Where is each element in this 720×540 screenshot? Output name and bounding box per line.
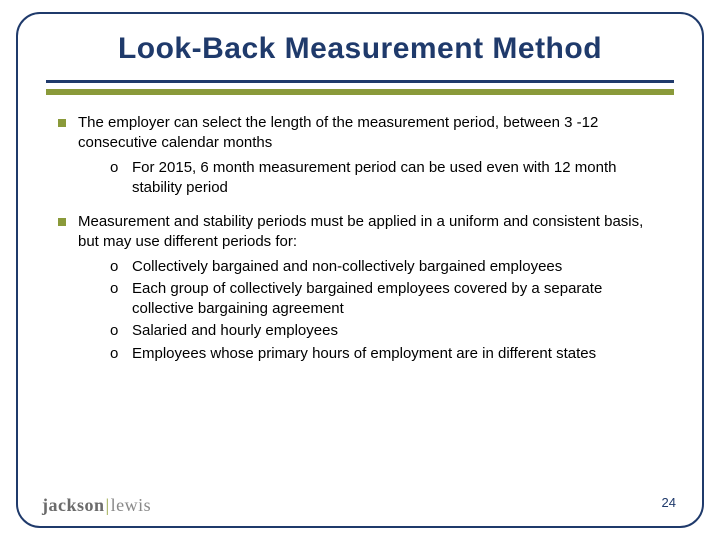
bullet-text: Measurement and stability periods must b…: [78, 213, 643, 250]
sub-bullet-text: Employees whose primary hours of employm…: [132, 345, 596, 362]
square-bullet-icon: [58, 218, 66, 226]
bullet-text: The employer can select the length of th…: [78, 114, 598, 151]
sub-bullet-item: o Collectively bargained and non-collect…: [110, 257, 662, 277]
square-bullet-icon: [58, 119, 66, 127]
sub-bullet-item: o For 2015, 6 month measurement period c…: [110, 158, 662, 199]
slide-frame: Look-Back Measurement Method The employe…: [16, 12, 704, 528]
sub-bullet-item: o Employees whose primary hours of emplo…: [110, 344, 662, 364]
circle-bullet-icon: o: [110, 257, 118, 277]
bullet-item: Measurement and stability periods must b…: [58, 212, 662, 364]
sub-bullet-item: o Each group of collectively bargained e…: [110, 279, 662, 320]
circle-bullet-icon: o: [110, 158, 118, 178]
sub-bullet-text: Each group of collectively bargained emp…: [132, 280, 602, 317]
circle-bullet-icon: o: [110, 321, 118, 341]
sub-bullet-text: For 2015, 6 month measurement period can…: [132, 159, 616, 196]
sub-bullet-text: Salaried and hourly employees: [132, 322, 338, 339]
logo-part1: jackson: [42, 495, 105, 515]
logo: jackson|lewis: [42, 495, 151, 516]
page-number: 24: [662, 495, 676, 510]
sub-bullet-item: o Salaried and hourly employees: [110, 321, 662, 341]
sub-list: o Collectively bargained and non-collect…: [78, 253, 662, 364]
title-rule-dark: [46, 80, 674, 83]
content-area: The employer can select the length of th…: [18, 95, 702, 364]
logo-part2: lewis: [111, 495, 152, 515]
slide-title: Look-Back Measurement Method: [18, 14, 702, 74]
circle-bullet-icon: o: [110, 279, 118, 299]
sub-bullet-text: Collectively bargained and non-collectiv…: [132, 258, 562, 275]
sub-list: o For 2015, 6 month measurement period c…: [78, 154, 662, 199]
circle-bullet-icon: o: [110, 344, 118, 364]
bullet-item: The employer can select the length of th…: [58, 113, 662, 198]
